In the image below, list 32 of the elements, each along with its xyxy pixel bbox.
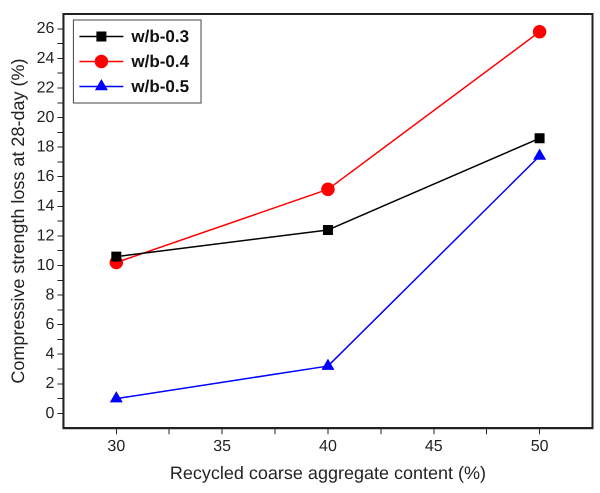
y-tick-label: 8 [45, 286, 54, 304]
x-tick-label: 35 [213, 438, 232, 456]
y-tick-label: 10 [36, 256, 54, 274]
y-axis-title: Compressive strength loss at 28-day (%) [8, 58, 28, 384]
point [532, 25, 546, 38]
y-tick-label: 20 [36, 108, 54, 126]
y-tick-label: 12 [36, 227, 54, 244]
y-tick-label: 24 [36, 50, 54, 67]
point [321, 182, 335, 196]
y-tick-label: 0 [45, 404, 54, 422]
y-tick-label: 4 [45, 346, 54, 363]
point [111, 252, 122, 262]
y-tick-label: 6 [45, 316, 54, 334]
point [534, 149, 546, 160]
legend-label: w/b-0.4 [130, 52, 190, 72]
x-tick-label: 40 [319, 438, 337, 456]
point [322, 359, 334, 370]
point [322, 224, 333, 235]
x-tick-label: 45 [424, 438, 443, 456]
x-axis-title: Recycled coarse aggregate content (%) [170, 463, 486, 484]
y-tick-label: 14 [36, 198, 54, 215]
x-tick-label: 30 [107, 438, 126, 456]
legend-label: w/b-0.5 [130, 77, 190, 96]
y-tick-label: 26 [36, 20, 54, 38]
point [110, 392, 122, 402]
y-tick-label: 2 [45, 375, 54, 392]
point [534, 133, 545, 144]
y-tick-label: 22 [36, 79, 54, 96]
y-tick-label: 18 [36, 138, 54, 156]
x-tick-label: 50 [530, 438, 549, 456]
y-tick-label: 16 [36, 168, 54, 186]
legend-label: w/b-0.3 [130, 27, 190, 46]
